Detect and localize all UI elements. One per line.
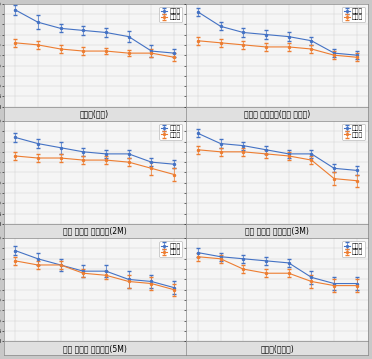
Text: 균착식(관행): 균착식(관행) [80,109,109,118]
Legend: 시험전, 시험후: 시험전, 시험후 [342,124,365,140]
Legend: 시험전, 시험후: 시험전, 시험후 [342,7,365,22]
Text: 무배수(대조구): 무배수(대조구) [260,344,294,353]
Legend: 시험전, 시험후: 시험전, 시험후 [159,124,182,140]
Text: 무균착 땅속배수(랩핑 유공관): 무균착 땅속배수(랩핑 유공관) [244,109,311,118]
Legend: 시험전, 시험후: 시험전, 시험후 [159,7,182,22]
Text: 왕겨 충진형 땅속배수(5M): 왕겨 충진형 땅속배수(5M) [63,344,126,353]
Text: 왕겨 충진형 땅속배수(2M): 왕겨 충진형 땅속배수(2M) [63,227,126,236]
Text: 왕겨 충진형 땅속배수(3M): 왕겨 충진형 땅속배수(3M) [246,227,309,236]
Legend: 시험전, 시험후: 시험전, 시험후 [342,241,365,257]
Legend: 시험전, 시험후: 시험전, 시험후 [159,241,182,257]
